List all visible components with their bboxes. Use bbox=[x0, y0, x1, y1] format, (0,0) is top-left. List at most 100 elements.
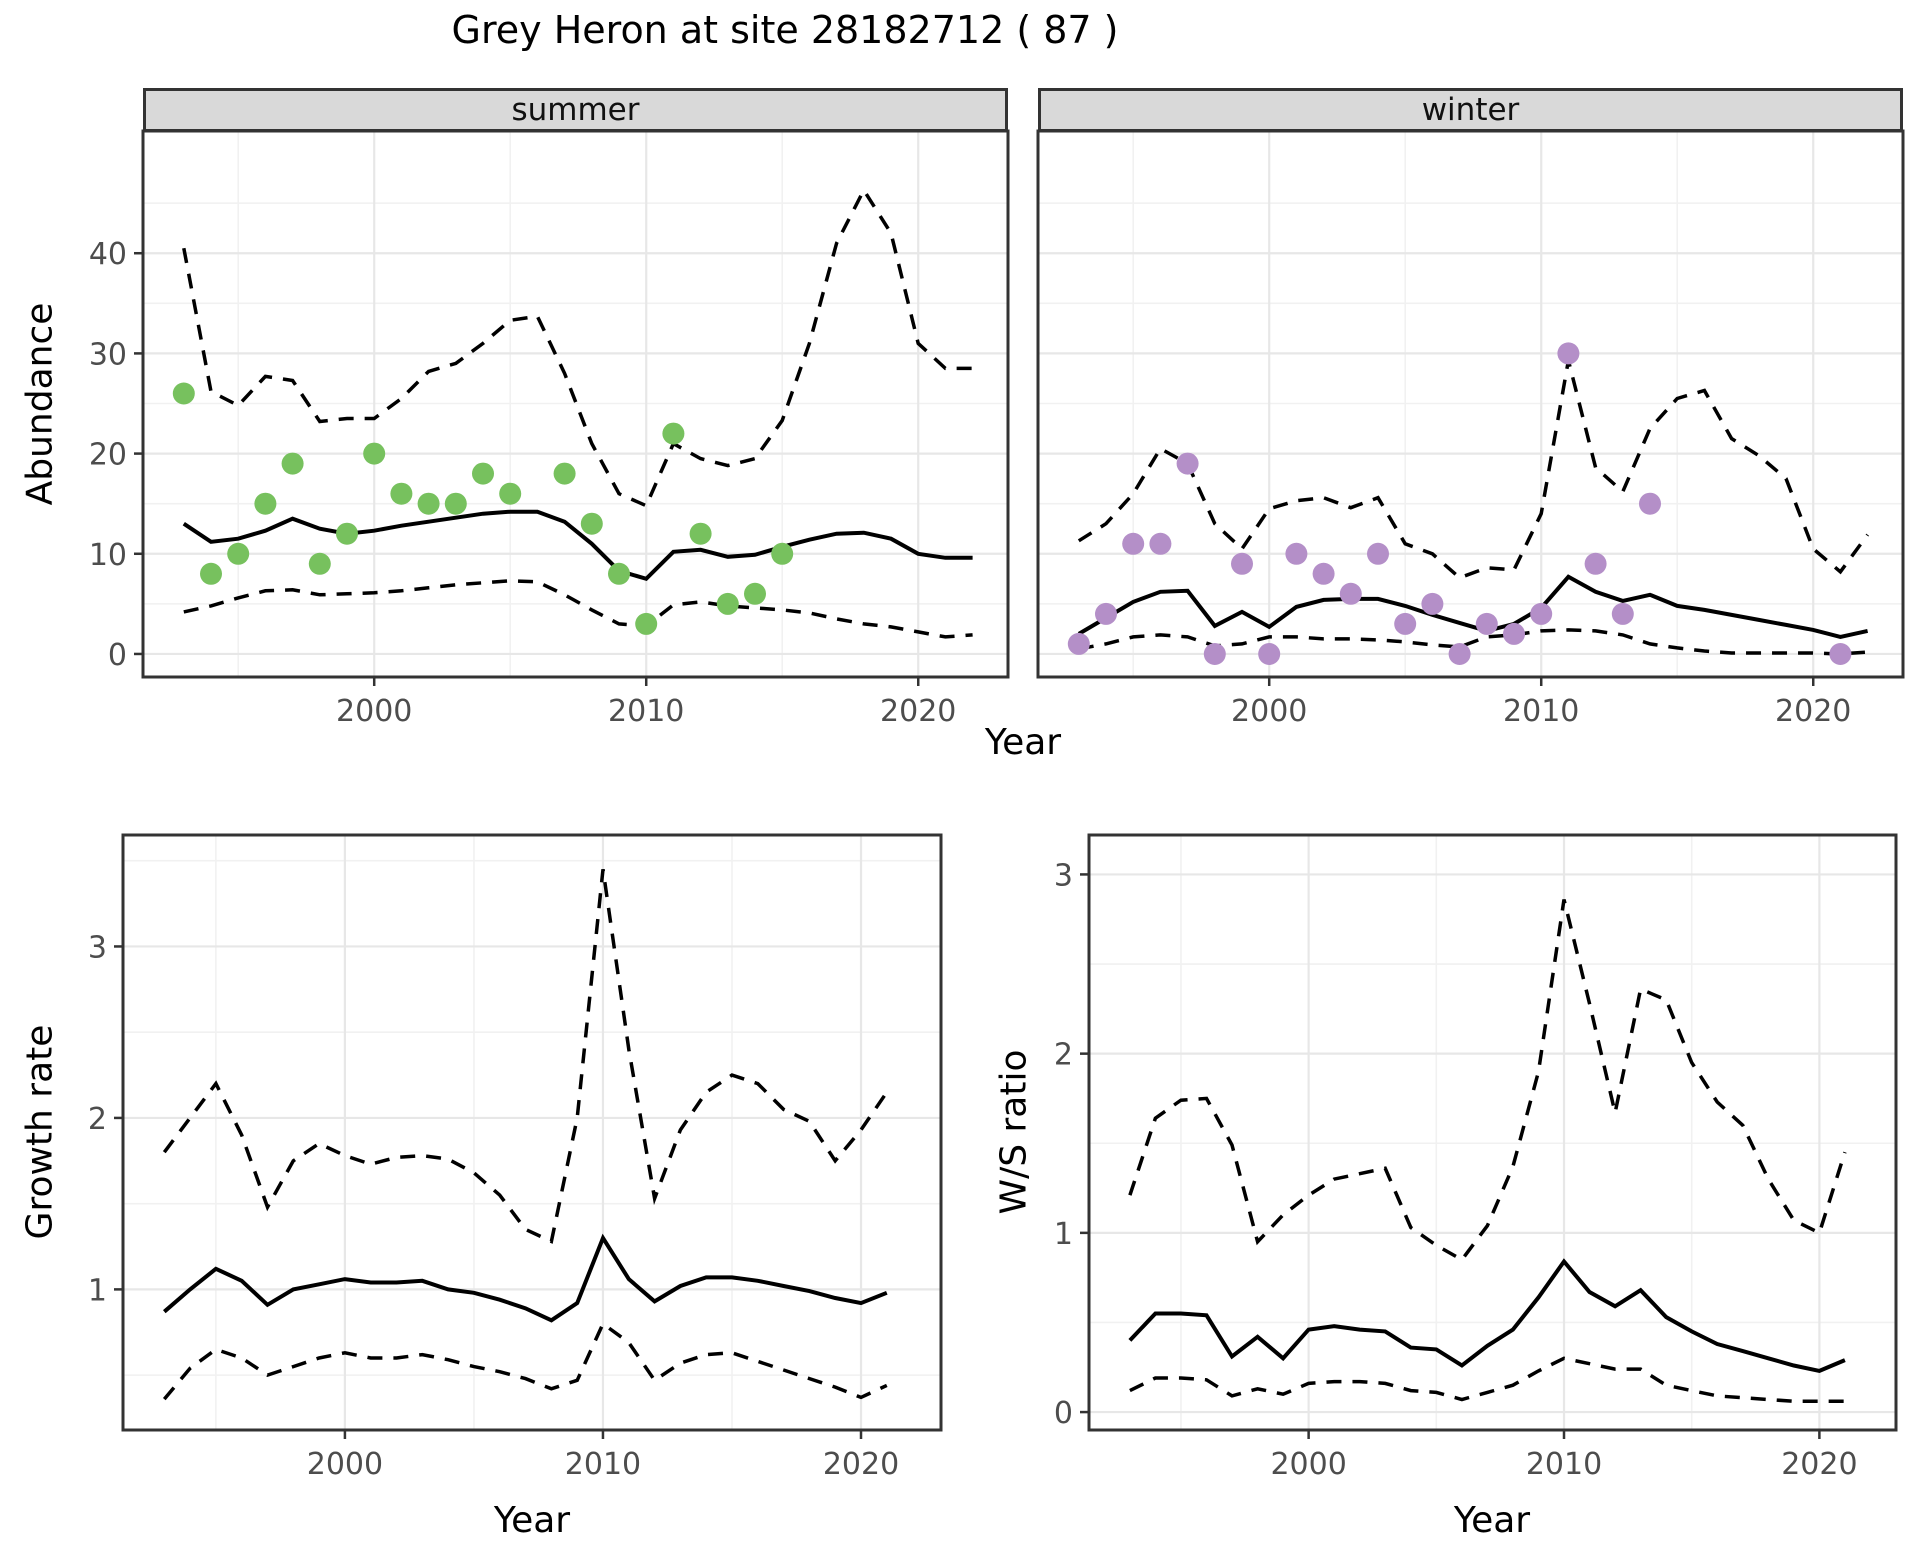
abundance_summer-plot: 2000 2010 2020 0 10 20 30 40 bbox=[89, 129, 1010, 729]
x-tick-label: 2020 bbox=[1781, 1447, 1857, 1482]
panel-background bbox=[123, 835, 941, 1430]
data-point bbox=[689, 522, 712, 545]
x-tick-label: 2010 bbox=[1526, 1447, 1602, 1482]
series-estimate bbox=[1077, 574, 1869, 639]
data-point bbox=[472, 462, 494, 485]
panel-border bbox=[1036, 129, 1905, 679]
grid-major bbox=[143, 131, 1008, 677]
data-point bbox=[771, 542, 794, 565]
data-point bbox=[744, 582, 766, 605]
data-point bbox=[608, 562, 630, 585]
data-point bbox=[227, 542, 250, 565]
y-axis: 1 2 3 bbox=[88, 930, 123, 1308]
data-point bbox=[1122, 532, 1145, 555]
x-axis-title-year-bottom-left: Year bbox=[493, 1500, 571, 1541]
y-tick-label: 20 bbox=[89, 438, 127, 473]
data-point bbox=[1639, 492, 1661, 515]
series-upper-ci bbox=[1128, 899, 1847, 1262]
data-point bbox=[1367, 542, 1389, 565]
data-point bbox=[1285, 542, 1308, 565]
data-point bbox=[1611, 602, 1634, 625]
grid-major bbox=[1038, 131, 1903, 677]
data-point bbox=[308, 552, 331, 575]
series-estimate bbox=[162, 1233, 888, 1323]
y-tick-label: 3 bbox=[88, 930, 107, 965]
data-point bbox=[281, 452, 304, 475]
observed-points bbox=[1067, 342, 1852, 665]
y-tick-label: 0 bbox=[108, 638, 127, 673]
facet-strip-winter-label: winter bbox=[1421, 92, 1520, 128]
data-point bbox=[1503, 622, 1525, 645]
grid-minor bbox=[143, 131, 1008, 677]
grid-minor bbox=[1038, 131, 1903, 677]
grid-minor bbox=[123, 835, 941, 1430]
facet-strip-winter: winter bbox=[1038, 88, 1903, 132]
x-tick-label: 2010 bbox=[608, 694, 684, 729]
abundance_winter-plot: 2000 2010 2020 bbox=[1036, 129, 1905, 729]
x-tick-label: 2020 bbox=[823, 1447, 899, 1482]
data-point bbox=[1421, 592, 1444, 615]
y-axis-title-abundance: Abundance bbox=[19, 302, 61, 506]
ws_ratio-plot: 2000 2010 2020 0 1 2 3 bbox=[1054, 833, 1898, 1482]
x-axis: 2000 2010 2020 bbox=[336, 677, 956, 729]
y-tick-label: 10 bbox=[89, 538, 127, 573]
x-axis-title-year-bottom-right: Year bbox=[1453, 1500, 1531, 1541]
data-point bbox=[580, 512, 603, 535]
data-point bbox=[1530, 602, 1553, 625]
data-point bbox=[1095, 602, 1117, 625]
x-tick-label: 2010 bbox=[1503, 694, 1579, 729]
grid-major bbox=[1089, 835, 1896, 1430]
data-point bbox=[1231, 552, 1253, 575]
series-estimate bbox=[1128, 1258, 1846, 1373]
x-axis: 2000 2010 2020 bbox=[1270, 1430, 1858, 1482]
page-title: Grey Heron at site 28182712 ( 87 ) bbox=[451, 8, 1119, 52]
x-axis-title-year-top: Year bbox=[984, 722, 1062, 763]
data-point bbox=[363, 442, 386, 465]
facet-strip-summer-label: summer bbox=[511, 92, 640, 128]
data-point bbox=[662, 422, 685, 445]
series-lower-ci bbox=[162, 1321, 888, 1401]
series-lower-ci bbox=[1129, 1356, 1845, 1404]
data-point bbox=[553, 462, 576, 485]
series-estimate bbox=[182, 509, 973, 582]
data-point bbox=[336, 522, 358, 545]
y-axis: 0 1 2 3 bbox=[1054, 858, 1089, 1431]
y-axis-title-ws-ratio: W/S ratio bbox=[993, 1049, 1035, 1215]
data-point bbox=[1339, 582, 1362, 605]
data-point bbox=[1203, 643, 1226, 665]
y-tick-label: 30 bbox=[89, 337, 127, 372]
y-tick-label: 0 bbox=[1054, 1396, 1073, 1431]
x-axis: 2000 2010 2020 bbox=[307, 1430, 899, 1482]
panel-border bbox=[121, 833, 943, 1432]
x-axis: 2000 2010 2020 bbox=[1231, 677, 1851, 729]
y-tick-label: 3 bbox=[1054, 858, 1073, 893]
y-tick-label: 1 bbox=[88, 1273, 107, 1308]
data-point bbox=[1584, 552, 1607, 575]
panel-ws-ratio: 2000 2010 2020 0 1 2 3 bbox=[1054, 833, 1898, 1482]
panel-growth-rate: 2000 2010 2020 1 2 3 bbox=[88, 833, 943, 1482]
y-tick-label: 2 bbox=[88, 1102, 107, 1137]
y-axis-title-growth-rate: Growth rate bbox=[19, 1024, 61, 1240]
data-point bbox=[716, 592, 739, 615]
panel-abundance-winter: 2000 2010 2020 bbox=[1036, 129, 1905, 729]
panel-abundance-summer: 2000 2010 2020 0 10 20 30 40 bbox=[89, 129, 1010, 729]
data-point bbox=[444, 492, 467, 515]
data-point bbox=[1557, 342, 1580, 365]
data-point bbox=[635, 612, 658, 635]
panel-border bbox=[141, 129, 1010, 679]
data-point bbox=[1176, 452, 1199, 475]
data-point bbox=[1258, 643, 1281, 665]
data-point bbox=[254, 492, 277, 515]
x-tick-label: 2000 bbox=[336, 694, 412, 729]
x-tick-label: 2010 bbox=[565, 1447, 641, 1482]
series-lower-ci bbox=[183, 579, 973, 639]
data-point bbox=[1448, 643, 1471, 665]
y-axis: 0 10 20 30 40 bbox=[89, 237, 143, 673]
y-tick-label: 2 bbox=[1054, 1038, 1073, 1073]
x-tick-label: 2000 bbox=[1270, 1447, 1346, 1482]
data-point bbox=[1394, 612, 1417, 635]
y-tick-label: 40 bbox=[89, 237, 127, 272]
data-point bbox=[1149, 532, 1172, 555]
panel-background bbox=[1089, 835, 1896, 1430]
data-point bbox=[390, 482, 413, 505]
